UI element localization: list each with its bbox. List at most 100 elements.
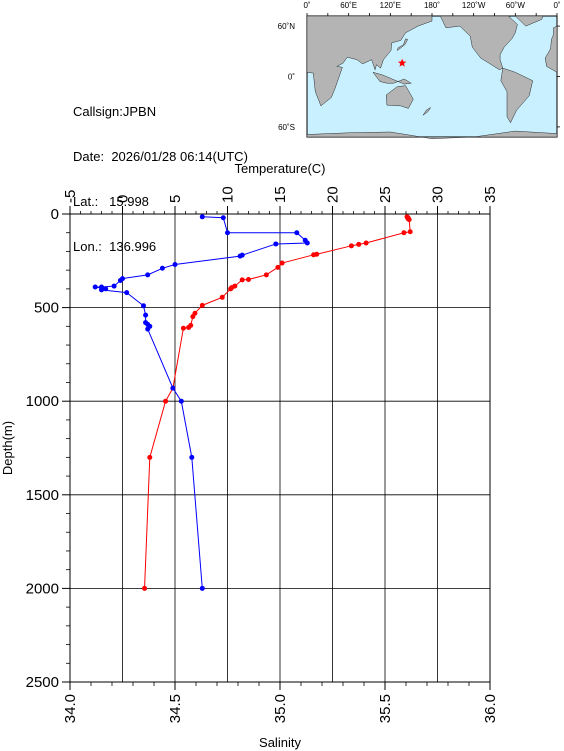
map-lat-labels: 60˚N 0˚ 60˚S (278, 22, 296, 132)
salinity-data-point (294, 230, 300, 236)
salinity-tick-label: 34.0 (62, 694, 79, 723)
temperature-tick-label: 35 (482, 186, 499, 203)
temperature-data-point (180, 325, 186, 331)
temperature-data-point (356, 241, 362, 247)
depth-tick-label: 2000 (26, 580, 59, 597)
salinity-data-point (159, 265, 165, 271)
depth-tick-label: 2500 (26, 674, 59, 691)
temperature-data-point (219, 294, 225, 300)
temperature-data-point (275, 264, 281, 270)
map-lon-labels: 0˚ 60˚E 120˚E 180˚ 120˚W 60˚W 0˚ (303, 1, 560, 10)
salinity-tick-label: 34.5 (167, 694, 184, 723)
series-group (92, 214, 413, 591)
station-marker (397, 58, 407, 67)
salinity-tick-label: 35.5 (377, 694, 394, 723)
callsign-value: JPBN (122, 104, 157, 119)
map-lon-label: 0˚ (303, 1, 310, 10)
temperature-tick-label: 0 (115, 195, 132, 203)
salinity-data-point (124, 290, 130, 296)
temperature-tick-label: -5 (62, 190, 79, 203)
depth-tick-label: 1500 (26, 487, 59, 504)
temperature-data-point (199, 302, 205, 308)
salinity-data-point (141, 303, 146, 309)
land-indonesia (372, 71, 412, 85)
salinity-data-point (117, 277, 123, 283)
salinity-data-point (170, 385, 176, 391)
temperature-data-point (246, 277, 251, 283)
temperature-tick-label: 25 (377, 186, 394, 203)
temperature-tick-label: 5 (167, 195, 184, 203)
temperature-profile-line (144, 216, 411, 589)
date-label: Date: (73, 149, 105, 164)
star-icon (397, 58, 407, 67)
salinity-data-point (178, 398, 184, 404)
temperature-data-point (401, 230, 407, 236)
salinity-tick-label: 35.0 (272, 694, 289, 723)
lat-line: Lat.: 15.998 (73, 194, 248, 209)
date-line: Date: 2026/01/28 06:14(UTC) (73, 149, 248, 164)
lon-label: Lon.: (73, 239, 102, 254)
callsign-line: Callsign:JPBN (73, 104, 248, 119)
map-lat-label: 0˚ (288, 73, 295, 82)
temperature-data-point (142, 585, 148, 591)
temperature-data-point (190, 314, 196, 320)
map-lon-label: 180˚ (424, 1, 440, 10)
salinity-profile-line (95, 216, 309, 589)
temperature-data-point (228, 286, 234, 292)
temperature-data-point (163, 398, 169, 404)
map-lon-label: 60˚W (506, 1, 526, 10)
grid-lines (70, 214, 490, 682)
temperature-tick-label: 10 (220, 186, 237, 203)
map-lon-label: 120˚W (462, 1, 486, 10)
salinity-data-point (237, 253, 243, 259)
temperature-axis-title: Temperature(C) (234, 161, 325, 176)
lat-value: 15.998 (109, 194, 149, 209)
land-japan (396, 38, 408, 52)
depth-axis-title: Depth(m) (0, 421, 15, 475)
temperature-data-point (407, 229, 413, 235)
salinity-data-point (172, 262, 178, 268)
map-lon-label: 120˚E (380, 1, 401, 10)
salinity-data-point (273, 241, 279, 247)
world-map: 0˚ 60˚E 120˚E 180˚ 120˚W 60˚W 0˚ 60˚N 0˚ 60˚S (278, 1, 561, 139)
map-frame-ticks (306, 13, 560, 128)
depth-axis: 0 500 1000 1500 2000 2500 (26, 206, 70, 691)
temperature-tick-label: 20 (325, 186, 342, 203)
salinity-tick-label: 36.0 (482, 694, 499, 723)
temperature-data-point (348, 243, 354, 249)
salinity-data-point (220, 215, 226, 221)
salinity-data-point (145, 326, 151, 332)
salinity-data-point (304, 240, 310, 246)
callsign-label: Callsign: (73, 104, 123, 119)
depth-tick-label: 1000 (26, 393, 59, 410)
salinity-data-point (99, 287, 104, 293)
land-west-europe-africa (544, 16, 558, 73)
map-lat-label: 60˚S (278, 123, 295, 132)
temperature-data-point (406, 217, 412, 223)
temperature-tick-label: 30 (430, 186, 447, 203)
lon-line: Lon.: 136.996 (73, 239, 248, 254)
depth-tick-label: 0 (51, 206, 59, 223)
salinity-data-point (199, 214, 205, 220)
salinity-data-point (111, 283, 117, 289)
map-lon-label: 60˚E (340, 1, 357, 10)
depth-tick-label: 500 (34, 300, 59, 317)
temperature-data-point (263, 272, 269, 278)
salinity-data-point (92, 284, 98, 290)
temperature-data-point (311, 252, 317, 258)
land-eurasia-africa (306, 15, 433, 107)
salinity-data-point (199, 585, 205, 591)
lon-value: 136.996 (109, 239, 157, 254)
temperature-axis: -5 0 5 10 15 20 25 30 35 (62, 186, 499, 214)
temperature-data-point (147, 454, 153, 460)
land-greenland (514, 15, 544, 27)
temperature-data-point (363, 240, 369, 246)
map-land (306, 15, 558, 139)
salinity-data-point (145, 272, 151, 278)
land-antarctica (306, 130, 558, 139)
map-lat-label: 60˚N (278, 22, 296, 31)
salinity-axis: 34.0 34.5 35.0 35.5 36.0 (62, 682, 499, 723)
land-south-america (500, 67, 533, 124)
lat-label: Lat.: (73, 194, 99, 209)
